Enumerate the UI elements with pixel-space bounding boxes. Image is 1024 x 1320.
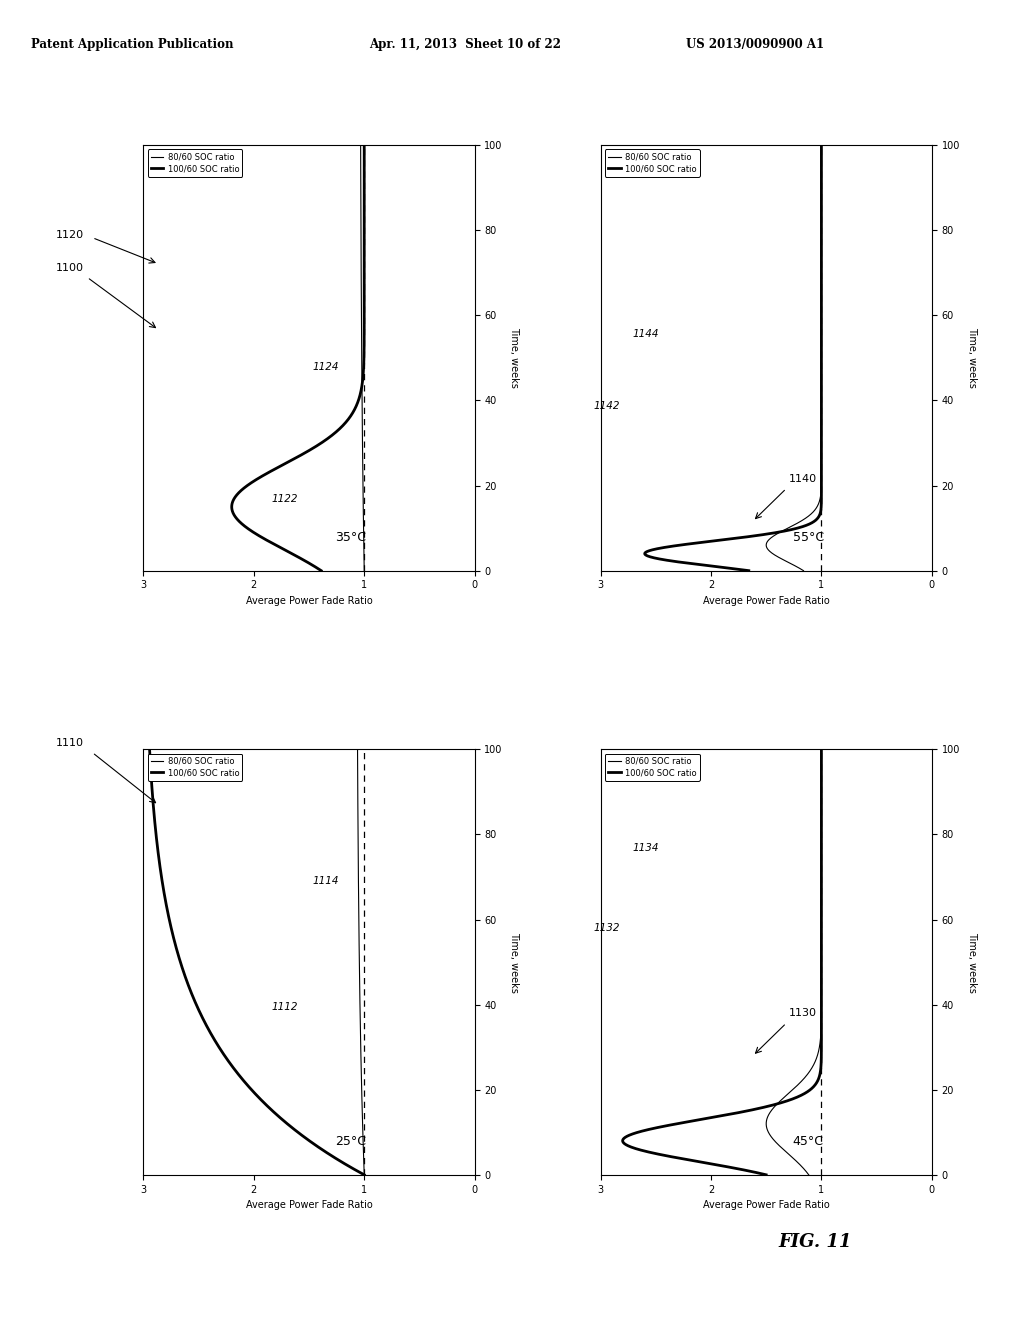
Text: 45°C: 45°C bbox=[793, 1135, 823, 1148]
Text: 1134: 1134 bbox=[633, 843, 659, 854]
Legend: 80/60 SOC ratio, 100/60 SOC ratio: 80/60 SOC ratio, 100/60 SOC ratio bbox=[147, 149, 243, 177]
Text: 1142: 1142 bbox=[594, 401, 621, 412]
Text: Apr. 11, 2013  Sheet 10 of 22: Apr. 11, 2013 Sheet 10 of 22 bbox=[369, 37, 561, 50]
Text: 1144: 1144 bbox=[633, 329, 659, 339]
Text: 35°C: 35°C bbox=[336, 531, 367, 544]
X-axis label: Average Power Fade Ratio: Average Power Fade Ratio bbox=[246, 595, 373, 606]
Text: 1130: 1130 bbox=[788, 1008, 816, 1019]
Legend: 80/60 SOC ratio, 100/60 SOC ratio: 80/60 SOC ratio, 100/60 SOC ratio bbox=[605, 149, 699, 177]
Text: 1100: 1100 bbox=[56, 263, 84, 273]
Y-axis label: Time, weeks: Time, weeks bbox=[967, 327, 977, 388]
Y-axis label: Time, weeks: Time, weeks bbox=[967, 932, 977, 993]
Text: 1114: 1114 bbox=[312, 876, 339, 887]
Text: 1112: 1112 bbox=[271, 1002, 298, 1012]
X-axis label: Average Power Fade Ratio: Average Power Fade Ratio bbox=[702, 1200, 829, 1210]
Y-axis label: Time, weeks: Time, weeks bbox=[509, 327, 519, 388]
Text: 1132: 1132 bbox=[594, 923, 621, 933]
Text: 25°C: 25°C bbox=[336, 1135, 367, 1148]
Legend: 80/60 SOC ratio, 100/60 SOC ratio: 80/60 SOC ratio, 100/60 SOC ratio bbox=[605, 754, 699, 780]
Text: 55°C: 55°C bbox=[793, 531, 824, 544]
X-axis label: Average Power Fade Ratio: Average Power Fade Ratio bbox=[246, 1200, 373, 1210]
Text: Patent Application Publication: Patent Application Publication bbox=[31, 37, 233, 50]
Text: 1110: 1110 bbox=[56, 738, 84, 748]
Text: FIG. 11: FIG. 11 bbox=[778, 1233, 852, 1251]
Text: 1140: 1140 bbox=[788, 474, 816, 484]
Y-axis label: Time, weeks: Time, weeks bbox=[509, 932, 519, 993]
Legend: 80/60 SOC ratio, 100/60 SOC ratio: 80/60 SOC ratio, 100/60 SOC ratio bbox=[147, 754, 243, 780]
Text: US 2013/0090900 A1: US 2013/0090900 A1 bbox=[686, 37, 824, 50]
Text: 1120: 1120 bbox=[56, 230, 84, 240]
Text: 1122: 1122 bbox=[271, 494, 298, 504]
Text: 1124: 1124 bbox=[312, 362, 339, 372]
X-axis label: Average Power Fade Ratio: Average Power Fade Ratio bbox=[702, 595, 829, 606]
